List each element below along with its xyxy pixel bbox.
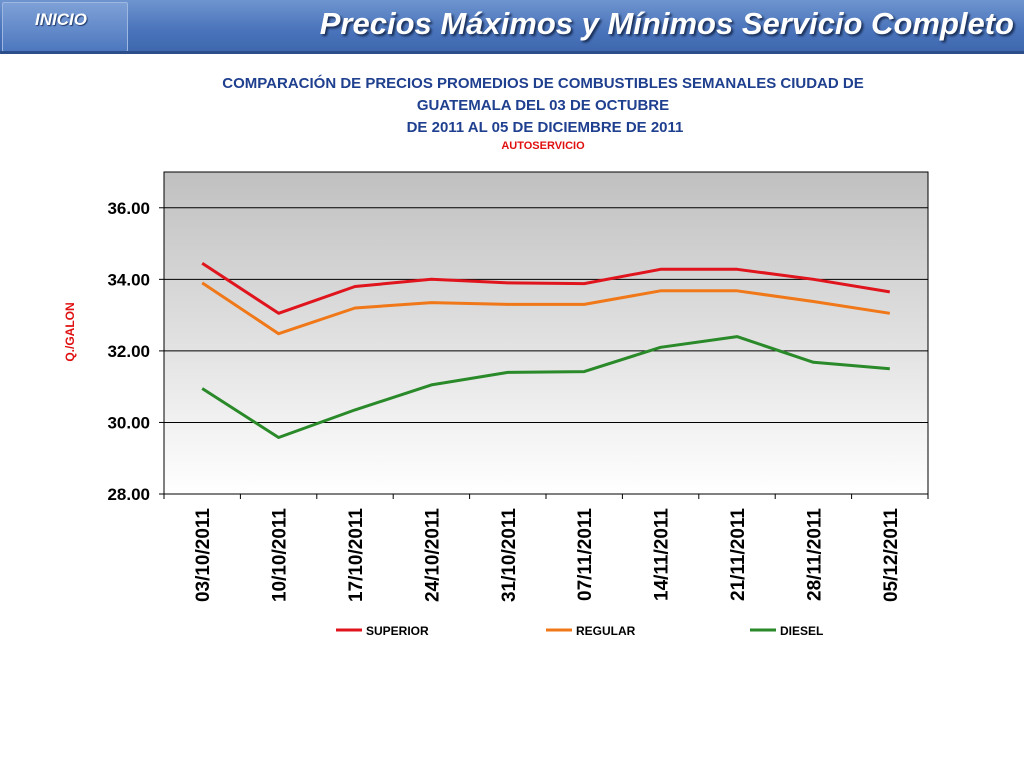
legend-label-regular: REGULAR xyxy=(576,624,636,638)
series-line-superior xyxy=(201,261,891,315)
fuel-price-chart: COMPARACIÓN DE PRECIOS PROMEDIOS DE COMB… xyxy=(63,74,929,638)
x-tick-label: 05/12/2011 xyxy=(881,508,902,602)
y-tick-label: 30.00 xyxy=(107,413,150,432)
x-tick-label: 28/11/2011 xyxy=(804,508,825,601)
chart-subtitle: AUTOSERVICIO xyxy=(501,140,585,152)
x-tick-label: 31/10/2011 xyxy=(499,508,520,602)
y-axis-ticks: 28.00 30.00 32.00 34.00 36.00 xyxy=(107,199,164,504)
gridlines xyxy=(164,207,928,423)
y-tick-label: 32.00 xyxy=(107,342,150,361)
legend-label-diesel: DIESEL xyxy=(780,624,823,638)
inicio-button[interactable]: INICIO xyxy=(2,2,128,52)
page-title: Precios Máximos y Mínimos Servicio Compl… xyxy=(319,6,1014,41)
chart-title-line-2: GUATEMALA DEL 03 DE OCTUBRE xyxy=(417,97,669,114)
x-tick-label: 03/10/2011 xyxy=(193,508,214,602)
series-line-regular xyxy=(201,281,891,336)
chart-title-line-3: DE 2011 AL 05 DE DICIEMBRE DE 2011 xyxy=(407,119,684,136)
x-tick-label: 21/11/2011 xyxy=(728,508,749,601)
y-tick-label: 36.00 xyxy=(107,199,150,218)
x-tick-label: 24/10/2011 xyxy=(422,508,443,602)
series-lines xyxy=(201,261,891,439)
y-tick-label: 34.00 xyxy=(107,270,150,289)
series-line-diesel xyxy=(201,335,890,439)
y-axis-label: Q./GALON xyxy=(63,302,77,361)
x-axis-ticks: 03/10/2011 10/10/2011 17/10/2011 24/10/2011… xyxy=(163,494,929,602)
x-tick-label: 17/10/2011 xyxy=(346,508,367,602)
chart-legend: SUPERIOR REGULAR DIESEL xyxy=(336,624,823,638)
plot-area xyxy=(163,171,929,495)
inicio-label: INICIO xyxy=(35,10,87,29)
x-tick-label: 07/11/2011 xyxy=(575,508,596,601)
chart-title-line-1: COMPARACIÓN DE PRECIOS PROMEDIOS DE COMB… xyxy=(222,74,863,92)
legend-label-superior: SUPERIOR xyxy=(366,624,429,638)
y-tick-label: 28.00 xyxy=(107,485,150,504)
x-tick-label: 10/10/2011 xyxy=(270,508,291,602)
x-tick-label: 14/11/2011 xyxy=(652,508,673,601)
header-bar: INICIO Precios Máximos y Mínimos Servici… xyxy=(0,0,1024,54)
